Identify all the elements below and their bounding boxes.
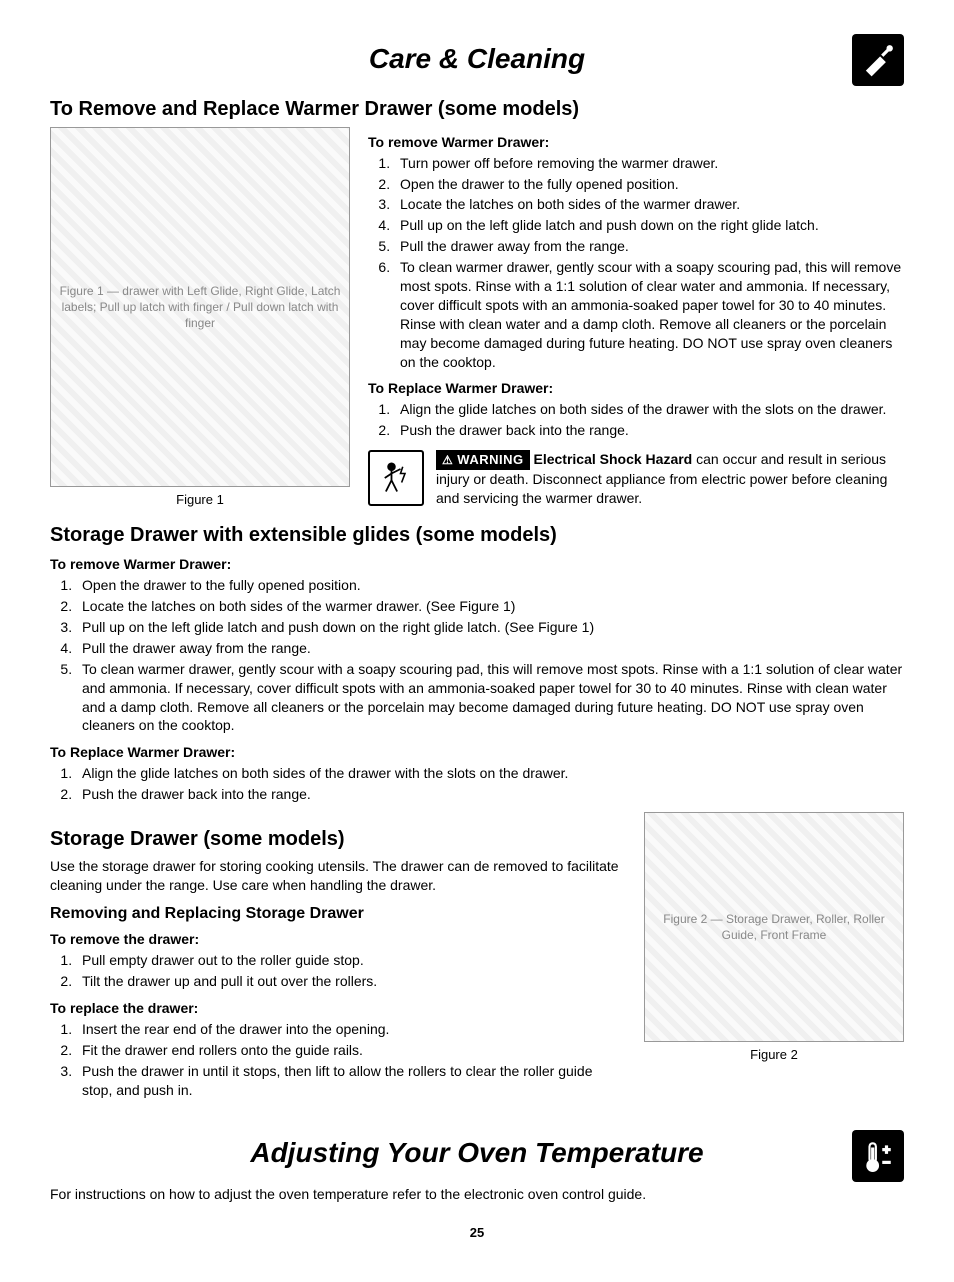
list-item: Pull the drawer away from the range.: [394, 237, 904, 256]
list-item: Locate the latches on both sides of the …: [76, 597, 904, 616]
s3-replace-label: To replace the drawer:: [50, 999, 626, 1018]
s1-remove-label: To remove Warmer Drawer:: [368, 133, 904, 152]
adjust-body-text: For instructions on how to adjust the ov…: [50, 1185, 904, 1204]
s2-remove-list: Open the drawer to the fully opened posi…: [50, 576, 904, 735]
warning-row: ⚠ WARNING Electrical Shock Hazard can oc…: [368, 450, 904, 508]
warning-badge-label: WARNING: [457, 451, 523, 469]
section3-heading: Storage Drawer (some models): [50, 826, 626, 853]
list-item: To clean warmer drawer, gently scour wit…: [76, 660, 904, 736]
s2-remove-label: To remove Warmer Drawer:: [50, 555, 904, 574]
s2-replace-label: To Replace Warmer Drawer:: [50, 743, 904, 762]
page-title-adjust: Adjusting Your Oven Temperature: [50, 1134, 904, 1172]
s1-replace-list: Align the glide latches on both sides of…: [368, 400, 904, 440]
brush-icon: [852, 34, 904, 86]
list-item: Pull up on the left glide latch and push…: [76, 618, 904, 637]
list-item: Pull empty drawer out to the roller guid…: [76, 951, 626, 970]
list-item: Tilt the drawer up and pull it out over …: [76, 972, 626, 991]
figure1-column: Figure 1 — drawer with Left Glide, Right…: [50, 127, 350, 509]
section3-row: Storage Drawer (some models) Use the sto…: [50, 812, 904, 1108]
list-item: Fit the drawer end rollers onto the guid…: [76, 1041, 626, 1060]
s3-remove-label: To remove the drawer:: [50, 930, 626, 949]
section3-text: Storage Drawer (some models) Use the sto…: [50, 812, 626, 1108]
page-number: 25: [50, 1224, 904, 1242]
s3-replace-list: Insert the rear end of the drawer into t…: [50, 1020, 626, 1100]
warning-triangle-icon: ⚠: [442, 452, 453, 468]
figure1-caption: Figure 1: [50, 491, 350, 509]
list-item: Pull up on the left glide latch and push…: [394, 216, 904, 235]
list-item: Push the drawer back into the range.: [394, 421, 904, 440]
s1-replace-label: To Replace Warmer Drawer:: [368, 379, 904, 398]
figure2-diagram: Figure 2 — Storage Drawer, Roller, Rolle…: [644, 812, 904, 1042]
list-item: Align the glide latches on both sides of…: [394, 400, 904, 419]
title-row-care: Care & Cleaning: [50, 40, 904, 78]
page-title-care: Care & Cleaning: [50, 40, 904, 78]
s1-remove-list: Turn power off before removing the warme…: [368, 154, 904, 372]
list-item: Align the glide latches on both sides of…: [76, 764, 904, 783]
section2-heading: Storage Drawer with extensible glides (s…: [50, 522, 904, 549]
warning-badge: ⚠ WARNING: [436, 450, 530, 470]
list-item: Open the drawer to the fully opened posi…: [76, 576, 904, 595]
title-row-adjust: Adjusting Your Oven Temperature: [50, 1134, 904, 1172]
section1-text-col: To remove Warmer Drawer: Turn power off …: [368, 127, 904, 509]
section1-heading: To Remove and Replace Warmer Drawer (som…: [50, 96, 904, 123]
list-item: Pull the drawer away from the range.: [76, 639, 904, 658]
section3-intro: Use the storage drawer for storing cooki…: [50, 857, 626, 895]
list-item: Open the drawer to the fully opened posi…: [394, 175, 904, 194]
section1-two-col: Figure 1 — drawer with Left Glide, Right…: [50, 127, 904, 509]
thermometer-adjust-icon: [852, 1130, 904, 1182]
section3-subheading: Removing and Replacing Storage Drawer: [50, 903, 626, 925]
list-item: Turn power off before removing the warme…: [394, 154, 904, 173]
list-item: To clean warmer drawer, gently scour wit…: [394, 258, 904, 371]
warning-bold-lead: Electrical Shock Hazard: [534, 451, 693, 467]
s3-remove-list: Pull empty drawer out to the roller guid…: [50, 951, 626, 991]
warning-text: ⚠ WARNING Electrical Shock Hazard can oc…: [436, 450, 904, 508]
figure1-diagram: Figure 1 — drawer with Left Glide, Right…: [50, 127, 350, 487]
s2-replace-list: Align the glide latches on both sides of…: [50, 764, 904, 804]
list-item: Push the drawer back into the range.: [76, 785, 904, 804]
figure2-column: Figure 2 — Storage Drawer, Roller, Rolle…: [644, 812, 904, 1064]
figure2-caption: Figure 2: [644, 1046, 904, 1064]
list-item: Push the drawer in until it stops, then …: [76, 1062, 626, 1100]
list-item: Insert the rear end of the drawer into t…: [76, 1020, 626, 1039]
list-item: Locate the latches on both sides of the …: [394, 195, 904, 214]
shock-person-icon: [368, 450, 424, 506]
